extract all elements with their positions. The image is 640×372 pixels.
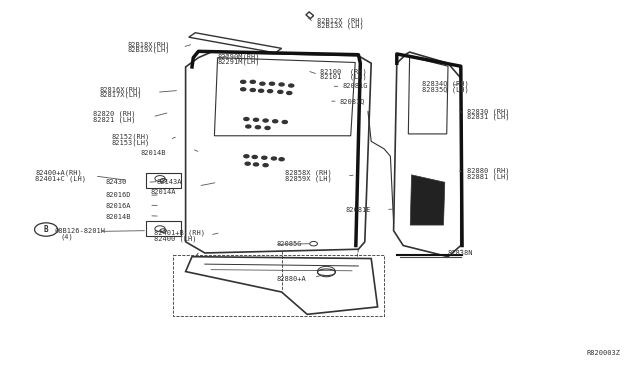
Text: 82880+A: 82880+A (276, 276, 306, 282)
Circle shape (279, 158, 284, 161)
Circle shape (271, 157, 276, 160)
Circle shape (250, 80, 255, 83)
Text: 82821 (LH): 82821 (LH) (93, 116, 135, 123)
Text: 82834Q (RH): 82834Q (RH) (422, 80, 469, 87)
Circle shape (252, 155, 257, 158)
Circle shape (262, 156, 267, 159)
Text: 82152(RH): 82152(RH) (112, 134, 150, 140)
Bar (146, 173, 181, 188)
Circle shape (241, 88, 246, 91)
Circle shape (282, 121, 287, 124)
Circle shape (289, 84, 294, 87)
Text: 82816X(RH): 82816X(RH) (99, 86, 141, 93)
Circle shape (260, 82, 265, 85)
Text: 82143A: 82143A (157, 179, 182, 185)
Text: 82290M(RH): 82290M(RH) (218, 53, 260, 60)
Circle shape (259, 89, 264, 92)
Text: 82B19X(LH): 82B19X(LH) (128, 47, 170, 54)
Text: 82081Q: 82081Q (339, 98, 365, 104)
Circle shape (245, 162, 250, 165)
Text: 82B18X(RH): 82B18X(RH) (128, 41, 170, 48)
Text: 82014B: 82014B (106, 214, 131, 219)
Text: 82016D: 82016D (106, 192, 131, 198)
Circle shape (287, 92, 292, 94)
Text: 82401+B (RH): 82401+B (RH) (154, 230, 205, 237)
Circle shape (255, 126, 260, 129)
Text: 82B13X (LH): 82B13X (LH) (317, 23, 364, 29)
Bar (146, 221, 181, 236)
Circle shape (253, 118, 259, 121)
Text: 82016A: 82016A (106, 203, 131, 209)
Text: 82881 (LH): 82881 (LH) (467, 173, 509, 180)
Circle shape (246, 125, 251, 128)
Circle shape (244, 118, 249, 121)
Polygon shape (410, 175, 445, 225)
Text: 82820 (RH): 82820 (RH) (93, 111, 135, 118)
Text: 82859X (LH): 82859X (LH) (285, 175, 332, 182)
Text: 82831 (LH): 82831 (LH) (467, 114, 509, 121)
Text: 82291M(LH): 82291M(LH) (218, 59, 260, 65)
Text: 82838N: 82838N (448, 250, 474, 256)
Circle shape (250, 89, 255, 92)
Circle shape (268, 90, 273, 93)
Circle shape (263, 119, 268, 122)
Circle shape (263, 164, 268, 167)
Text: B: B (44, 225, 49, 234)
Text: 82400+A(RH): 82400+A(RH) (35, 170, 82, 176)
Circle shape (269, 82, 275, 85)
Text: 82400 (LH): 82400 (LH) (154, 235, 196, 242)
Text: 82100  (RH): 82100 (RH) (320, 68, 367, 75)
Text: 82101  (LH): 82101 (LH) (320, 74, 367, 80)
Text: 82153(LH): 82153(LH) (112, 139, 150, 146)
Circle shape (244, 155, 249, 158)
Text: 82085G: 82085G (276, 241, 302, 247)
Text: 82835Q (LH): 82835Q (LH) (422, 86, 469, 93)
Text: 08B126-8201H: 08B126-8201H (54, 228, 106, 234)
Text: R820003Z: R820003Z (587, 350, 621, 356)
Circle shape (241, 80, 246, 83)
Text: 82401+C (LH): 82401+C (LH) (35, 175, 86, 182)
Circle shape (265, 126, 270, 129)
Text: 82B12X (RH): 82B12X (RH) (317, 17, 364, 24)
Text: 82014B: 82014B (141, 150, 166, 156)
Text: 82830 (RH): 82830 (RH) (467, 108, 509, 115)
Text: 82430: 82430 (106, 179, 127, 185)
Circle shape (273, 120, 278, 123)
Circle shape (278, 90, 283, 93)
Text: 82858X (RH): 82858X (RH) (285, 170, 332, 176)
Text: 82817X(LH): 82817X(LH) (99, 92, 141, 98)
Text: (4): (4) (61, 234, 74, 240)
Text: 82081E: 82081E (346, 207, 371, 213)
Text: 82081G: 82081G (342, 83, 368, 89)
Text: 82880 (RH): 82880 (RH) (467, 168, 509, 174)
Text: 82014A: 82014A (150, 189, 176, 195)
Circle shape (279, 83, 284, 86)
Circle shape (253, 163, 259, 166)
